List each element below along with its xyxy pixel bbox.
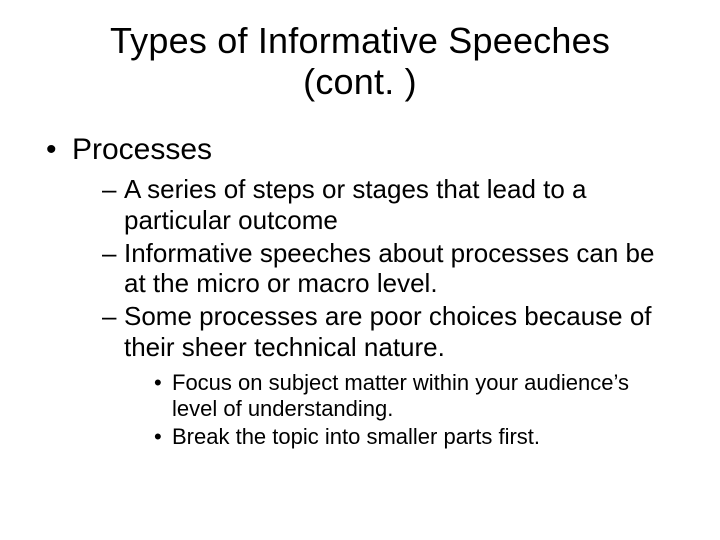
bullet-l3-item: Break the topic into smaller parts first… xyxy=(154,424,680,450)
bullet-list-level2: A series of steps or stages that lead to… xyxy=(72,174,680,450)
bullet-l2-text: Some processes are poor choices because … xyxy=(124,301,652,362)
slide: Types of Informative Speeches (cont. ) P… xyxy=(0,0,720,540)
bullet-l1-text: Processes xyxy=(72,133,212,166)
bullet-l3-item: Focus on subject matter within your audi… xyxy=(154,370,680,422)
title-line-1: Types of Informative Speeches xyxy=(110,20,610,61)
bullet-list-level3: Focus on subject matter within your audi… xyxy=(124,370,680,450)
slide-title: Types of Informative Speeches (cont. ) xyxy=(40,20,680,103)
bullet-l2-item: Informative speeches about processes can… xyxy=(102,238,680,299)
title-line-2: (cont. ) xyxy=(303,61,417,102)
bullet-l2-item: A series of steps or stages that lead to… xyxy=(102,174,680,235)
bullet-l2-text: A series of steps or stages that lead to… xyxy=(124,174,587,235)
bullet-list-level1: Processes A series of steps or stages th… xyxy=(40,131,680,450)
bullet-l3-text: Focus on subject matter within your audi… xyxy=(172,370,629,421)
bullet-l2-item: Some processes are poor choices because … xyxy=(102,301,680,450)
bullet-l3-text: Break the topic into smaller parts first… xyxy=(172,424,540,449)
bullet-l2-text: Informative speeches about processes can… xyxy=(124,238,654,299)
bullet-l1-item: Processes A series of steps or stages th… xyxy=(46,131,680,450)
